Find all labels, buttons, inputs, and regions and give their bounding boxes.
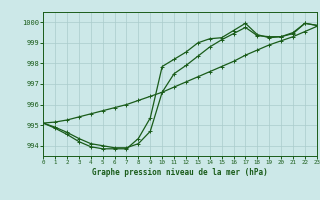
X-axis label: Graphe pression niveau de la mer (hPa): Graphe pression niveau de la mer (hPa) [92, 168, 268, 177]
